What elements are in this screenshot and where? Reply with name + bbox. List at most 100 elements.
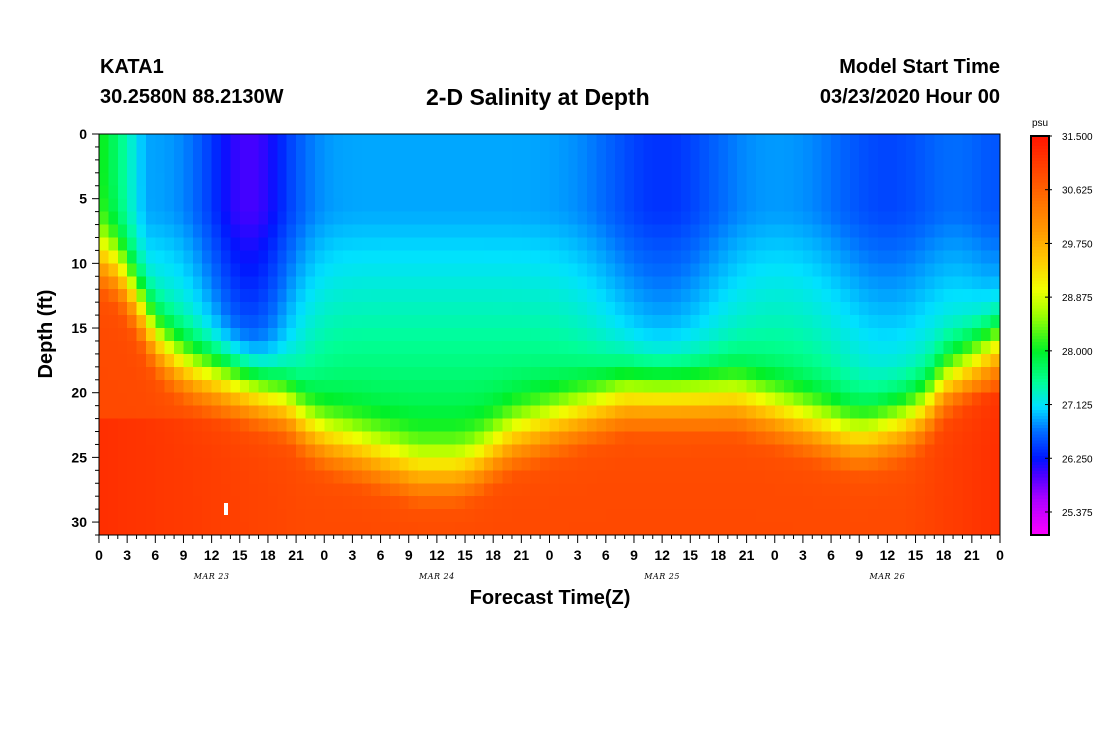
heatmap-cell [774, 172, 785, 187]
heatmap-cell [408, 224, 419, 239]
heatmap-cell [868, 263, 879, 277]
heatmap-cell [558, 431, 569, 446]
heatmap-cell [324, 198, 335, 213]
heatmap-cell [662, 340, 673, 355]
heatmap-cell [643, 328, 654, 342]
heatmap-cell [680, 276, 691, 290]
heatmap-cell [465, 250, 476, 264]
heatmap-cell [615, 250, 626, 264]
heatmap-cell [690, 302, 701, 316]
heatmap-cell [849, 315, 860, 329]
heatmap-cell [887, 211, 898, 226]
heatmap-cell [962, 211, 973, 226]
heatmap-cell [802, 483, 813, 497]
heatmap-cell [812, 146, 823, 161]
heatmap-cell [896, 379, 907, 394]
heatmap-cell [127, 522, 138, 536]
heatmap-cell [361, 366, 372, 381]
heatmap-cell [793, 302, 804, 316]
heatmap-cell [868, 405, 879, 420]
heatmap-cell [211, 315, 222, 329]
heatmap-cell [502, 444, 513, 458]
heatmap-cell [755, 315, 766, 329]
heatmap-cell [540, 366, 551, 381]
heatmap-cell [465, 496, 476, 510]
heatmap-cell [934, 470, 945, 484]
heatmap-cell [446, 146, 457, 161]
heatmap-cell [324, 134, 335, 148]
heatmap-cell [155, 172, 166, 187]
heatmap-cell [831, 134, 842, 148]
heatmap-cell [633, 444, 644, 458]
heatmap-cell [483, 159, 494, 174]
colorbar-segment [1031, 406, 1049, 410]
heatmap-cell [587, 185, 598, 200]
heatmap-cell [174, 470, 185, 484]
heatmap-cell [502, 405, 513, 420]
heatmap-cell [774, 392, 785, 407]
heatmap-cell [877, 134, 888, 148]
heatmap-cell [615, 263, 626, 277]
colorbar-label: 26.250 [1062, 454, 1093, 465]
heatmap-cell [831, 315, 842, 329]
heatmap-cell [690, 211, 701, 226]
heatmap-cell [953, 302, 964, 316]
heatmap-cell [746, 315, 757, 329]
heatmap-cell [305, 328, 316, 342]
heatmap-cell [108, 522, 119, 536]
heatmap-cell [737, 198, 748, 213]
x-tick-label: 9 [855, 547, 863, 563]
heatmap-cell [277, 470, 288, 484]
heatmap-cell [164, 457, 175, 471]
heatmap-cell [587, 431, 598, 446]
heatmap-cell [371, 198, 382, 213]
heatmap-cell [221, 134, 231, 148]
heatmap-cell [399, 224, 410, 239]
heatmap-cell [296, 185, 307, 200]
heatmap-cell [258, 302, 269, 316]
heatmap-cell [605, 483, 616, 497]
heatmap-cell [446, 496, 457, 510]
heatmap-cell [305, 483, 316, 497]
heatmap-cell [840, 418, 851, 433]
heatmap-cell [962, 315, 973, 329]
heatmap-cell [493, 483, 504, 497]
heatmap-cell [802, 328, 813, 342]
heatmap-cell [943, 224, 954, 239]
heatmap-cell [896, 457, 907, 471]
heatmap-cell [765, 457, 776, 471]
heatmap-cell [596, 276, 607, 290]
heatmap-cell [680, 198, 691, 213]
heatmap-cell [136, 379, 147, 394]
x-tick-label: 3 [123, 547, 131, 563]
heatmap-cell [352, 353, 363, 368]
heatmap-cell [718, 496, 729, 510]
heatmap-cell [305, 470, 316, 484]
heatmap-cell [934, 366, 945, 381]
heatmap-cell [493, 392, 504, 407]
colorbar-segment [1031, 332, 1049, 337]
heatmap-cell [812, 353, 823, 368]
heatmap-cell [915, 289, 926, 303]
heatmap-cell [652, 353, 663, 368]
heatmap-cell [774, 483, 785, 497]
heatmap-cell [793, 146, 804, 161]
heatmap-cell [915, 159, 926, 174]
heatmap-cell [906, 444, 917, 458]
heatmap-cell [971, 237, 982, 252]
heatmap-cell [511, 509, 522, 523]
colorbar-segment [1031, 160, 1049, 165]
heatmap-cell [896, 172, 907, 187]
heatmap-cell [333, 250, 344, 264]
heatmap-cell [755, 496, 766, 510]
heatmap-cell [511, 405, 522, 420]
heatmap-cell [230, 185, 241, 200]
heatmap-cell [793, 496, 804, 510]
heatmap-cell [493, 509, 504, 523]
heatmap-cell [483, 276, 494, 290]
heatmap-cell [202, 431, 213, 446]
heatmap-cell [474, 496, 485, 510]
heatmap-cell [502, 224, 513, 239]
heatmap-cell [483, 379, 494, 394]
heatmap-cell [343, 353, 354, 368]
